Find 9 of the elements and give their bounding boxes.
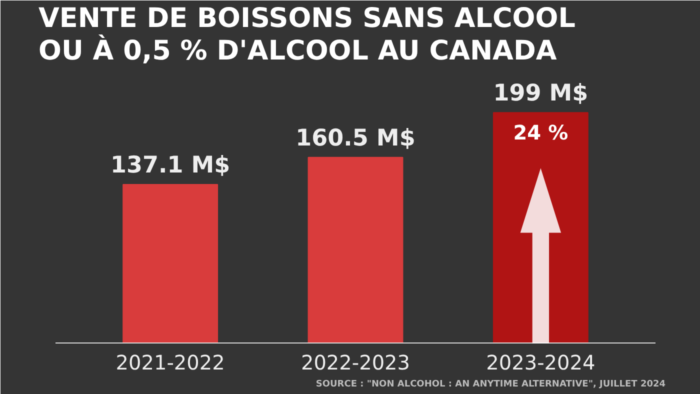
- chart-title: VENTE DE BOISSONS SANS ALCOOL OU À 0,5 % D'ALCOOL AU CANADA: [38, 2, 576, 66]
- x-tick-label: 2023-2024: [486, 350, 596, 374]
- data-label: 160.5 M$: [296, 125, 416, 152]
- x-tick-label: 2022-2023: [300, 350, 410, 374]
- x-tick-label: 2021-2022: [116, 350, 225, 374]
- data-label: 137.1 M$: [110, 152, 230, 178]
- source-note: SOURCE : "NON ALCOHOL : AN ANYTIME ALTERNATIVE", JUILLET 2024: [316, 380, 666, 390]
- annotation: 24 %: [513, 120, 568, 145]
- data-label: 199 M$: [493, 80, 588, 107]
